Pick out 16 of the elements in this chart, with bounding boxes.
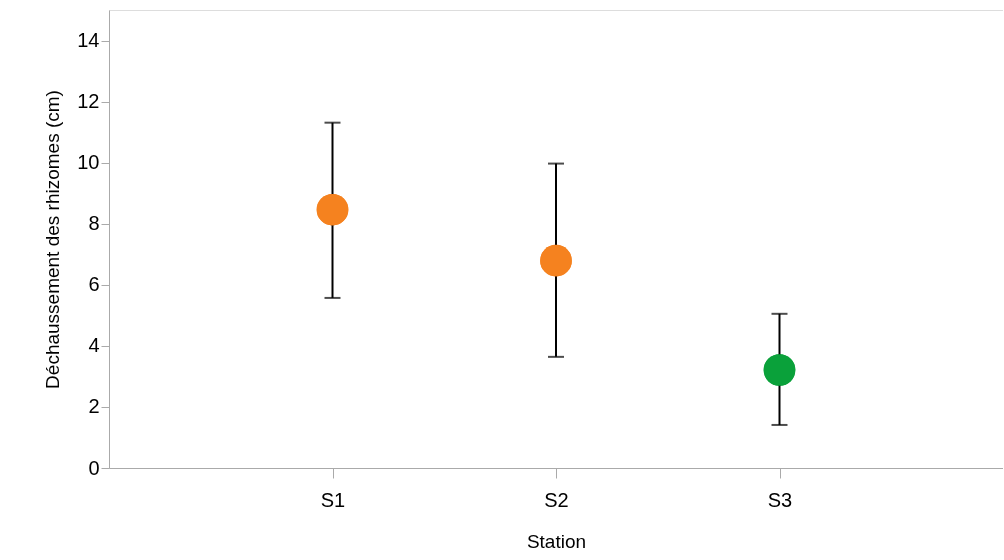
y-tick-label: 10 (77, 151, 100, 174)
x-tick-label: S2 (544, 488, 569, 511)
y-tick-label: 8 (88, 212, 100, 235)
y-axis-title: Déchaussement des rhizomes (cm) (42, 90, 64, 389)
x-axis-title: Station (526, 530, 587, 552)
point (316, 193, 349, 226)
y-tick-label: 14 (77, 29, 100, 52)
x-tick-label: S3 (767, 488, 793, 511)
y-tick-label: 2 (88, 395, 100, 418)
y-tick-label: 0 (88, 456, 100, 479)
point (763, 354, 796, 386)
y-tick-label: 12 (77, 90, 100, 113)
y-tick-label: 6 (88, 273, 100, 296)
y-tick-label: 4 (88, 334, 100, 357)
point (540, 244, 572, 277)
x-tick-label: S1 (320, 488, 346, 511)
